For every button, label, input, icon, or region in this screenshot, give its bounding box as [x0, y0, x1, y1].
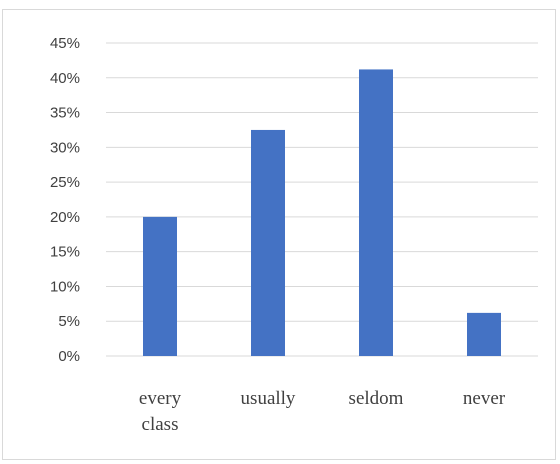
y-axis: 0% 5% 10% 15% 20% 25% 30% 35% 40% 45% — [50, 35, 80, 365]
x-tick-label: seldom — [349, 388, 404, 409]
bar — [359, 69, 393, 356]
bar — [143, 216, 177, 356]
y-tick-label: 45% — [50, 35, 80, 52]
y-tick-label: 0% — [58, 348, 80, 365]
y-tick-label: 15% — [50, 244, 80, 261]
x-tick-label: every class — [139, 388, 182, 435]
x-axis: every class usually seldom never — [139, 388, 506, 435]
y-tick-label: 5% — [58, 313, 80, 330]
y-tick-label: 35% — [50, 105, 80, 122]
bar — [251, 129, 285, 356]
bar — [467, 312, 501, 356]
y-tick-label: 20% — [50, 209, 80, 226]
bars — [143, 69, 501, 356]
gridlines — [106, 42, 538, 357]
x-tick-label: usually — [241, 388, 296, 409]
y-tick-label: 10% — [50, 278, 80, 295]
y-tick-label: 40% — [50, 70, 80, 87]
x-tick-label: never — [463, 388, 506, 409]
y-tick-label: 25% — [50, 174, 80, 191]
y-tick-label: 30% — [50, 139, 80, 156]
